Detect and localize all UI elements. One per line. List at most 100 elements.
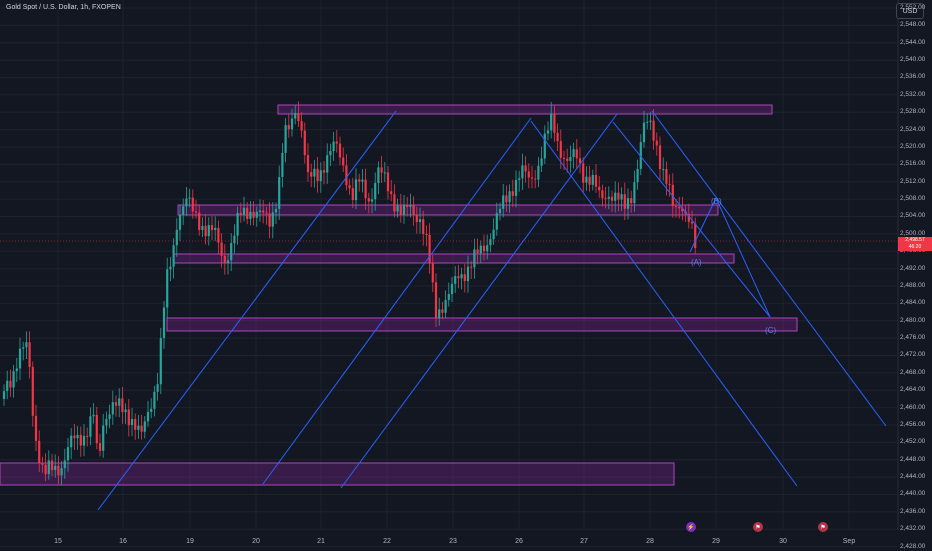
candle-body xyxy=(665,169,668,184)
candle-body xyxy=(537,165,540,180)
candle-body xyxy=(25,342,28,348)
candle-body xyxy=(82,435,86,446)
candle-body xyxy=(194,211,198,213)
candle-body xyxy=(361,179,364,182)
candle-body xyxy=(326,155,329,173)
candle-body xyxy=(220,242,223,256)
candle-body xyxy=(38,440,41,463)
candle-body xyxy=(396,205,399,212)
lightning-icon[interactable]: ⚡ xyxy=(686,522,696,532)
candle-body xyxy=(623,194,626,209)
candle-body xyxy=(345,165,348,186)
wave-c-label: (C) xyxy=(765,326,777,335)
price-tick-label: 2,460.00 xyxy=(900,403,926,411)
price-tick-label: 2,468.00 xyxy=(900,368,926,376)
candle-body xyxy=(172,245,175,267)
candle-body xyxy=(546,130,550,134)
candle-body xyxy=(438,309,441,319)
candle-body xyxy=(652,120,655,141)
price-tick-label: 2,504.00 xyxy=(900,212,926,220)
candle-body xyxy=(338,143,342,158)
trend-line xyxy=(530,120,798,487)
candle-body xyxy=(431,262,434,283)
price-tick-label: 2,520.00 xyxy=(900,142,926,150)
price-tick-label: 2,532.00 xyxy=(900,90,926,98)
candle-body xyxy=(214,227,217,230)
candle-body xyxy=(466,266,470,282)
candle-body xyxy=(9,380,12,388)
candle-body xyxy=(89,416,92,437)
current-price-tag: 2,498.57 46:20 xyxy=(898,237,932,251)
candle-body xyxy=(297,113,300,122)
candle-body xyxy=(335,141,338,144)
candle-body xyxy=(114,402,118,406)
candle-body xyxy=(678,206,681,209)
candle-body xyxy=(137,425,140,430)
candle-body xyxy=(444,299,447,313)
candle-body xyxy=(41,462,44,465)
price-tick-label: 2,452.00 xyxy=(900,438,926,446)
candle-body xyxy=(393,194,396,212)
price-zone xyxy=(277,104,773,115)
candle-body xyxy=(230,243,233,261)
candle-body xyxy=(543,133,546,159)
price-tick-label: 2,508.00 xyxy=(900,195,926,203)
currency-button[interactable]: USD xyxy=(896,3,924,19)
candle-body xyxy=(271,212,274,227)
candle-body xyxy=(70,435,73,448)
price-tick-label: 2,428.00 xyxy=(900,542,926,550)
candle-body xyxy=(121,398,124,413)
candle-body xyxy=(674,206,678,208)
candle-body xyxy=(111,402,114,415)
candle-body xyxy=(47,460,50,475)
candle-body xyxy=(566,158,569,161)
candle-body xyxy=(370,199,374,202)
candle-body xyxy=(527,171,530,178)
candle-body xyxy=(559,141,562,158)
date-tick-label: 22 xyxy=(383,538,391,545)
candle-body xyxy=(386,172,390,192)
candle-body xyxy=(185,198,188,207)
price-zone xyxy=(177,204,719,216)
candle-body xyxy=(236,212,239,236)
candle-body xyxy=(258,210,262,212)
candle-body xyxy=(198,212,201,230)
candle-body xyxy=(268,213,271,227)
candle-body xyxy=(473,249,476,268)
price-tick-label: 2,464.00 xyxy=(900,386,926,394)
candle-body xyxy=(54,465,57,471)
candle-body xyxy=(281,152,284,178)
candle-body xyxy=(204,225,207,237)
candle-body xyxy=(143,421,146,432)
candle-body xyxy=(15,368,18,372)
candle-body xyxy=(655,140,658,146)
candle-body xyxy=(18,348,22,369)
symbol-title[interactable]: Gold Spot / U.S. Dollar, 1h, FXOPEN xyxy=(6,4,121,11)
candle-body xyxy=(313,168,316,177)
candle-body xyxy=(406,204,409,207)
candle-body xyxy=(649,120,652,122)
date-tick-label: 27 xyxy=(580,538,588,545)
chart-grid xyxy=(0,0,898,548)
candle-body xyxy=(409,205,412,207)
candle-body xyxy=(332,141,335,151)
price-tick-label: 2,436.00 xyxy=(900,507,926,515)
candle-body xyxy=(278,177,281,209)
candle-body xyxy=(633,182,636,204)
candle-body xyxy=(594,174,598,187)
candle-body xyxy=(690,221,694,224)
price-tick-label: 2,512.00 xyxy=(900,177,926,185)
price-tick-label: 2,536.00 xyxy=(900,73,926,81)
candle-body xyxy=(169,266,172,270)
bar-countdown: 46:20 xyxy=(908,244,922,250)
candle-body xyxy=(511,191,514,196)
flag-icon[interactable]: ⚑ xyxy=(818,522,828,532)
candle-body xyxy=(134,419,137,430)
flag-icon[interactable]: ⚑ xyxy=(753,522,763,532)
candle-body xyxy=(367,198,370,202)
candle-body xyxy=(73,435,76,439)
candle-body xyxy=(694,223,697,249)
candle-body xyxy=(441,309,444,313)
candle-body xyxy=(342,157,345,166)
